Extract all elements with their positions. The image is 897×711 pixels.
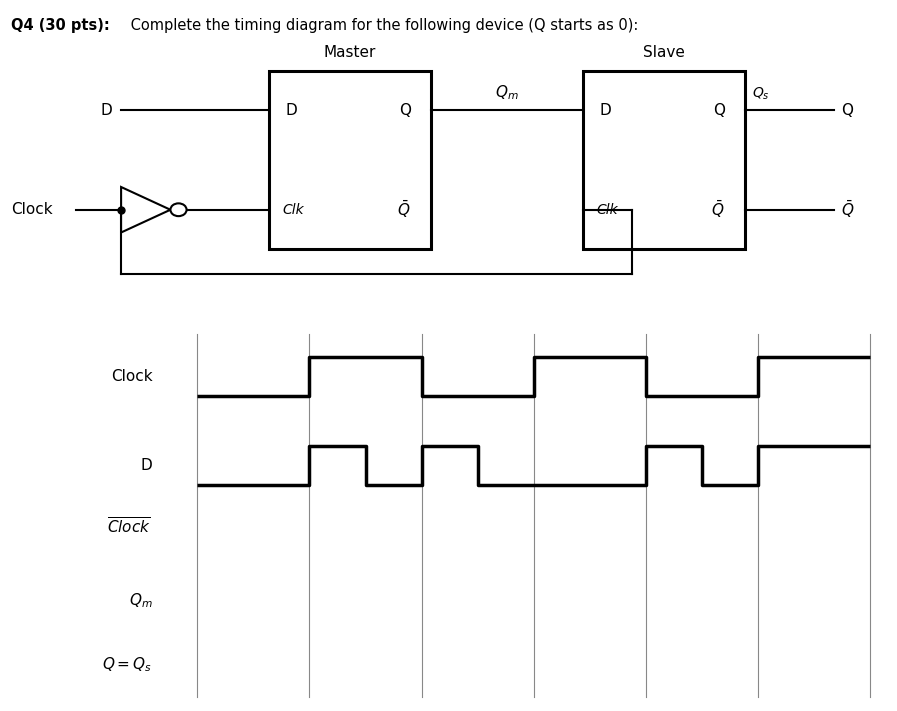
Text: Q: Q xyxy=(399,102,411,118)
Text: D: D xyxy=(285,102,297,118)
Polygon shape xyxy=(121,187,170,232)
Text: Slave: Slave xyxy=(643,46,684,60)
Bar xyxy=(583,71,745,249)
Text: Clock: Clock xyxy=(11,202,52,218)
Text: D: D xyxy=(100,102,112,118)
Text: Clk: Clk xyxy=(597,203,618,217)
Text: $Q_m$: $Q_m$ xyxy=(495,83,518,102)
Text: $Q = Q_s$: $Q = Q_s$ xyxy=(102,656,152,674)
Text: Q: Q xyxy=(841,102,853,118)
Text: Q: Q xyxy=(713,102,725,118)
Text: $\overline{\mathit{Clock}}$: $\overline{\mathit{Clock}}$ xyxy=(107,517,151,537)
Circle shape xyxy=(170,203,187,216)
Text: $\bar{Q}$: $\bar{Q}$ xyxy=(711,199,725,220)
Text: D: D xyxy=(599,102,611,118)
Text: $Q_s$: $Q_s$ xyxy=(752,85,770,102)
Text: $Q_m$: $Q_m$ xyxy=(129,592,152,610)
Text: Complete the timing diagram for the following device (Q starts as 0):: Complete the timing diagram for the foll… xyxy=(126,18,638,33)
Bar xyxy=(269,71,431,249)
Text: $\bar{Q}$: $\bar{Q}$ xyxy=(397,199,411,220)
Text: $\bar{Q}$: $\bar{Q}$ xyxy=(841,199,855,220)
Text: Q4 (30 pts):: Q4 (30 pts): xyxy=(11,18,109,33)
Text: D: D xyxy=(141,458,152,474)
Text: Clk: Clk xyxy=(283,203,304,217)
Text: Master: Master xyxy=(324,46,376,60)
Text: Clock: Clock xyxy=(111,369,152,385)
